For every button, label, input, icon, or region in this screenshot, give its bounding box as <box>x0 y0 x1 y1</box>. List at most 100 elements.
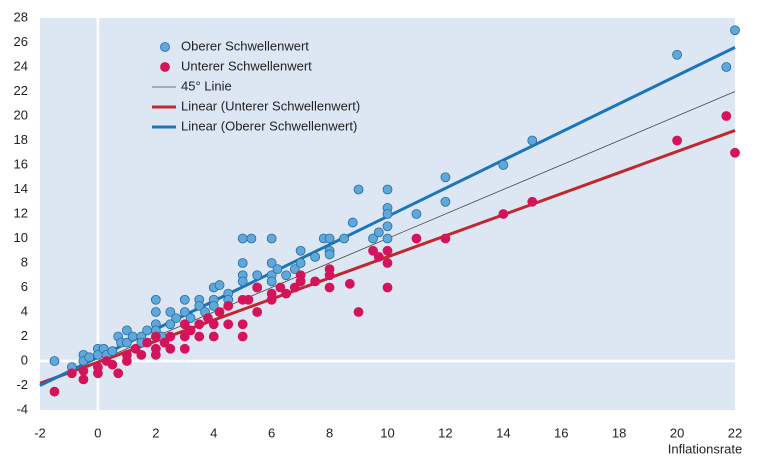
point <box>440 233 451 244</box>
y-tick-label: 24 <box>14 58 28 73</box>
x-tick-label: 8 <box>326 425 333 440</box>
point <box>266 258 277 268</box>
point <box>289 282 300 293</box>
point <box>498 160 509 170</box>
point <box>159 337 170 348</box>
point <box>165 343 176 354</box>
point <box>136 349 147 360</box>
x-tick-label: 4 <box>210 425 217 440</box>
point <box>208 300 219 311</box>
point <box>142 325 153 336</box>
point <box>194 319 205 330</box>
point <box>721 62 732 72</box>
point <box>373 227 384 238</box>
y-tick-label: 2 <box>21 328 28 343</box>
y-tick-label: 10 <box>14 230 28 245</box>
point <box>179 307 190 317</box>
point <box>165 319 176 330</box>
x-tick-label: 6 <box>268 425 275 440</box>
point <box>150 307 161 317</box>
point <box>127 331 138 342</box>
point <box>93 368 103 379</box>
point <box>237 233 248 244</box>
y-tick-label: 4 <box>21 303 28 318</box>
point <box>237 276 248 287</box>
point <box>78 365 89 376</box>
point <box>203 313 213 324</box>
point <box>440 196 451 207</box>
y-tick-label: -2 <box>16 377 28 392</box>
point <box>185 313 196 324</box>
point <box>295 245 306 256</box>
point <box>165 307 176 317</box>
point <box>527 135 538 146</box>
y-tick-label: -4 <box>16 401 28 416</box>
point <box>252 307 263 317</box>
point <box>121 325 132 336</box>
y-tick-label: 14 <box>14 181 28 196</box>
x-tick-label: 22 <box>728 425 742 440</box>
point <box>66 368 77 379</box>
point <box>165 331 176 342</box>
x-axis-label: Inflationsrate <box>668 441 742 456</box>
point <box>295 276 306 287</box>
point <box>107 346 118 357</box>
y-tick-label: 8 <box>21 254 28 269</box>
x-tick-label: -2 <box>34 425 46 440</box>
point <box>179 343 190 354</box>
point <box>344 278 355 289</box>
y-tick-label: 26 <box>14 34 28 49</box>
legend-label: Linear (Unterer Schwellenwert) <box>181 98 360 113</box>
point <box>440 172 451 183</box>
point <box>730 25 740 36</box>
point <box>672 135 682 146</box>
point <box>272 264 283 275</box>
point <box>324 233 335 244</box>
point <box>150 294 161 305</box>
y-tick-label: 18 <box>14 132 28 147</box>
y-tick-label: 28 <box>14 9 28 24</box>
point <box>121 356 132 366</box>
point <box>121 337 132 348</box>
y-tick-label: 12 <box>14 205 28 220</box>
point <box>672 49 682 60</box>
y-tick-label: 22 <box>14 83 28 98</box>
point <box>107 359 118 370</box>
point <box>266 288 277 299</box>
point <box>382 184 393 195</box>
point <box>142 337 153 348</box>
point <box>194 300 205 311</box>
x-tick-label: 0 <box>94 425 101 440</box>
point <box>179 294 190 305</box>
point <box>214 280 225 290</box>
y-tick-label: 6 <box>21 279 28 294</box>
y-tick-label: 16 <box>14 156 28 171</box>
point <box>324 282 335 293</box>
point <box>411 209 422 219</box>
point <box>237 319 248 330</box>
x-tick-label: 10 <box>380 425 394 440</box>
point <box>179 319 190 330</box>
point <box>78 374 89 385</box>
point <box>347 217 358 228</box>
point <box>252 270 263 281</box>
point <box>368 233 378 244</box>
x-tick-label: 20 <box>670 425 684 440</box>
x-tick-label: 2 <box>152 425 159 440</box>
point <box>353 307 364 317</box>
x-tick-label: 14 <box>496 425 510 440</box>
point <box>281 270 292 281</box>
legend-label: Unterer Schwellenwert <box>181 58 312 73</box>
legend-marker <box>160 42 170 52</box>
point <box>243 294 254 305</box>
point <box>368 245 378 256</box>
point <box>411 233 422 244</box>
point <box>237 258 248 268</box>
point <box>266 276 277 287</box>
point <box>289 264 300 275</box>
point <box>237 331 248 342</box>
point <box>150 349 161 360</box>
point <box>214 307 225 317</box>
legend-label: 45° Linie <box>181 78 232 93</box>
